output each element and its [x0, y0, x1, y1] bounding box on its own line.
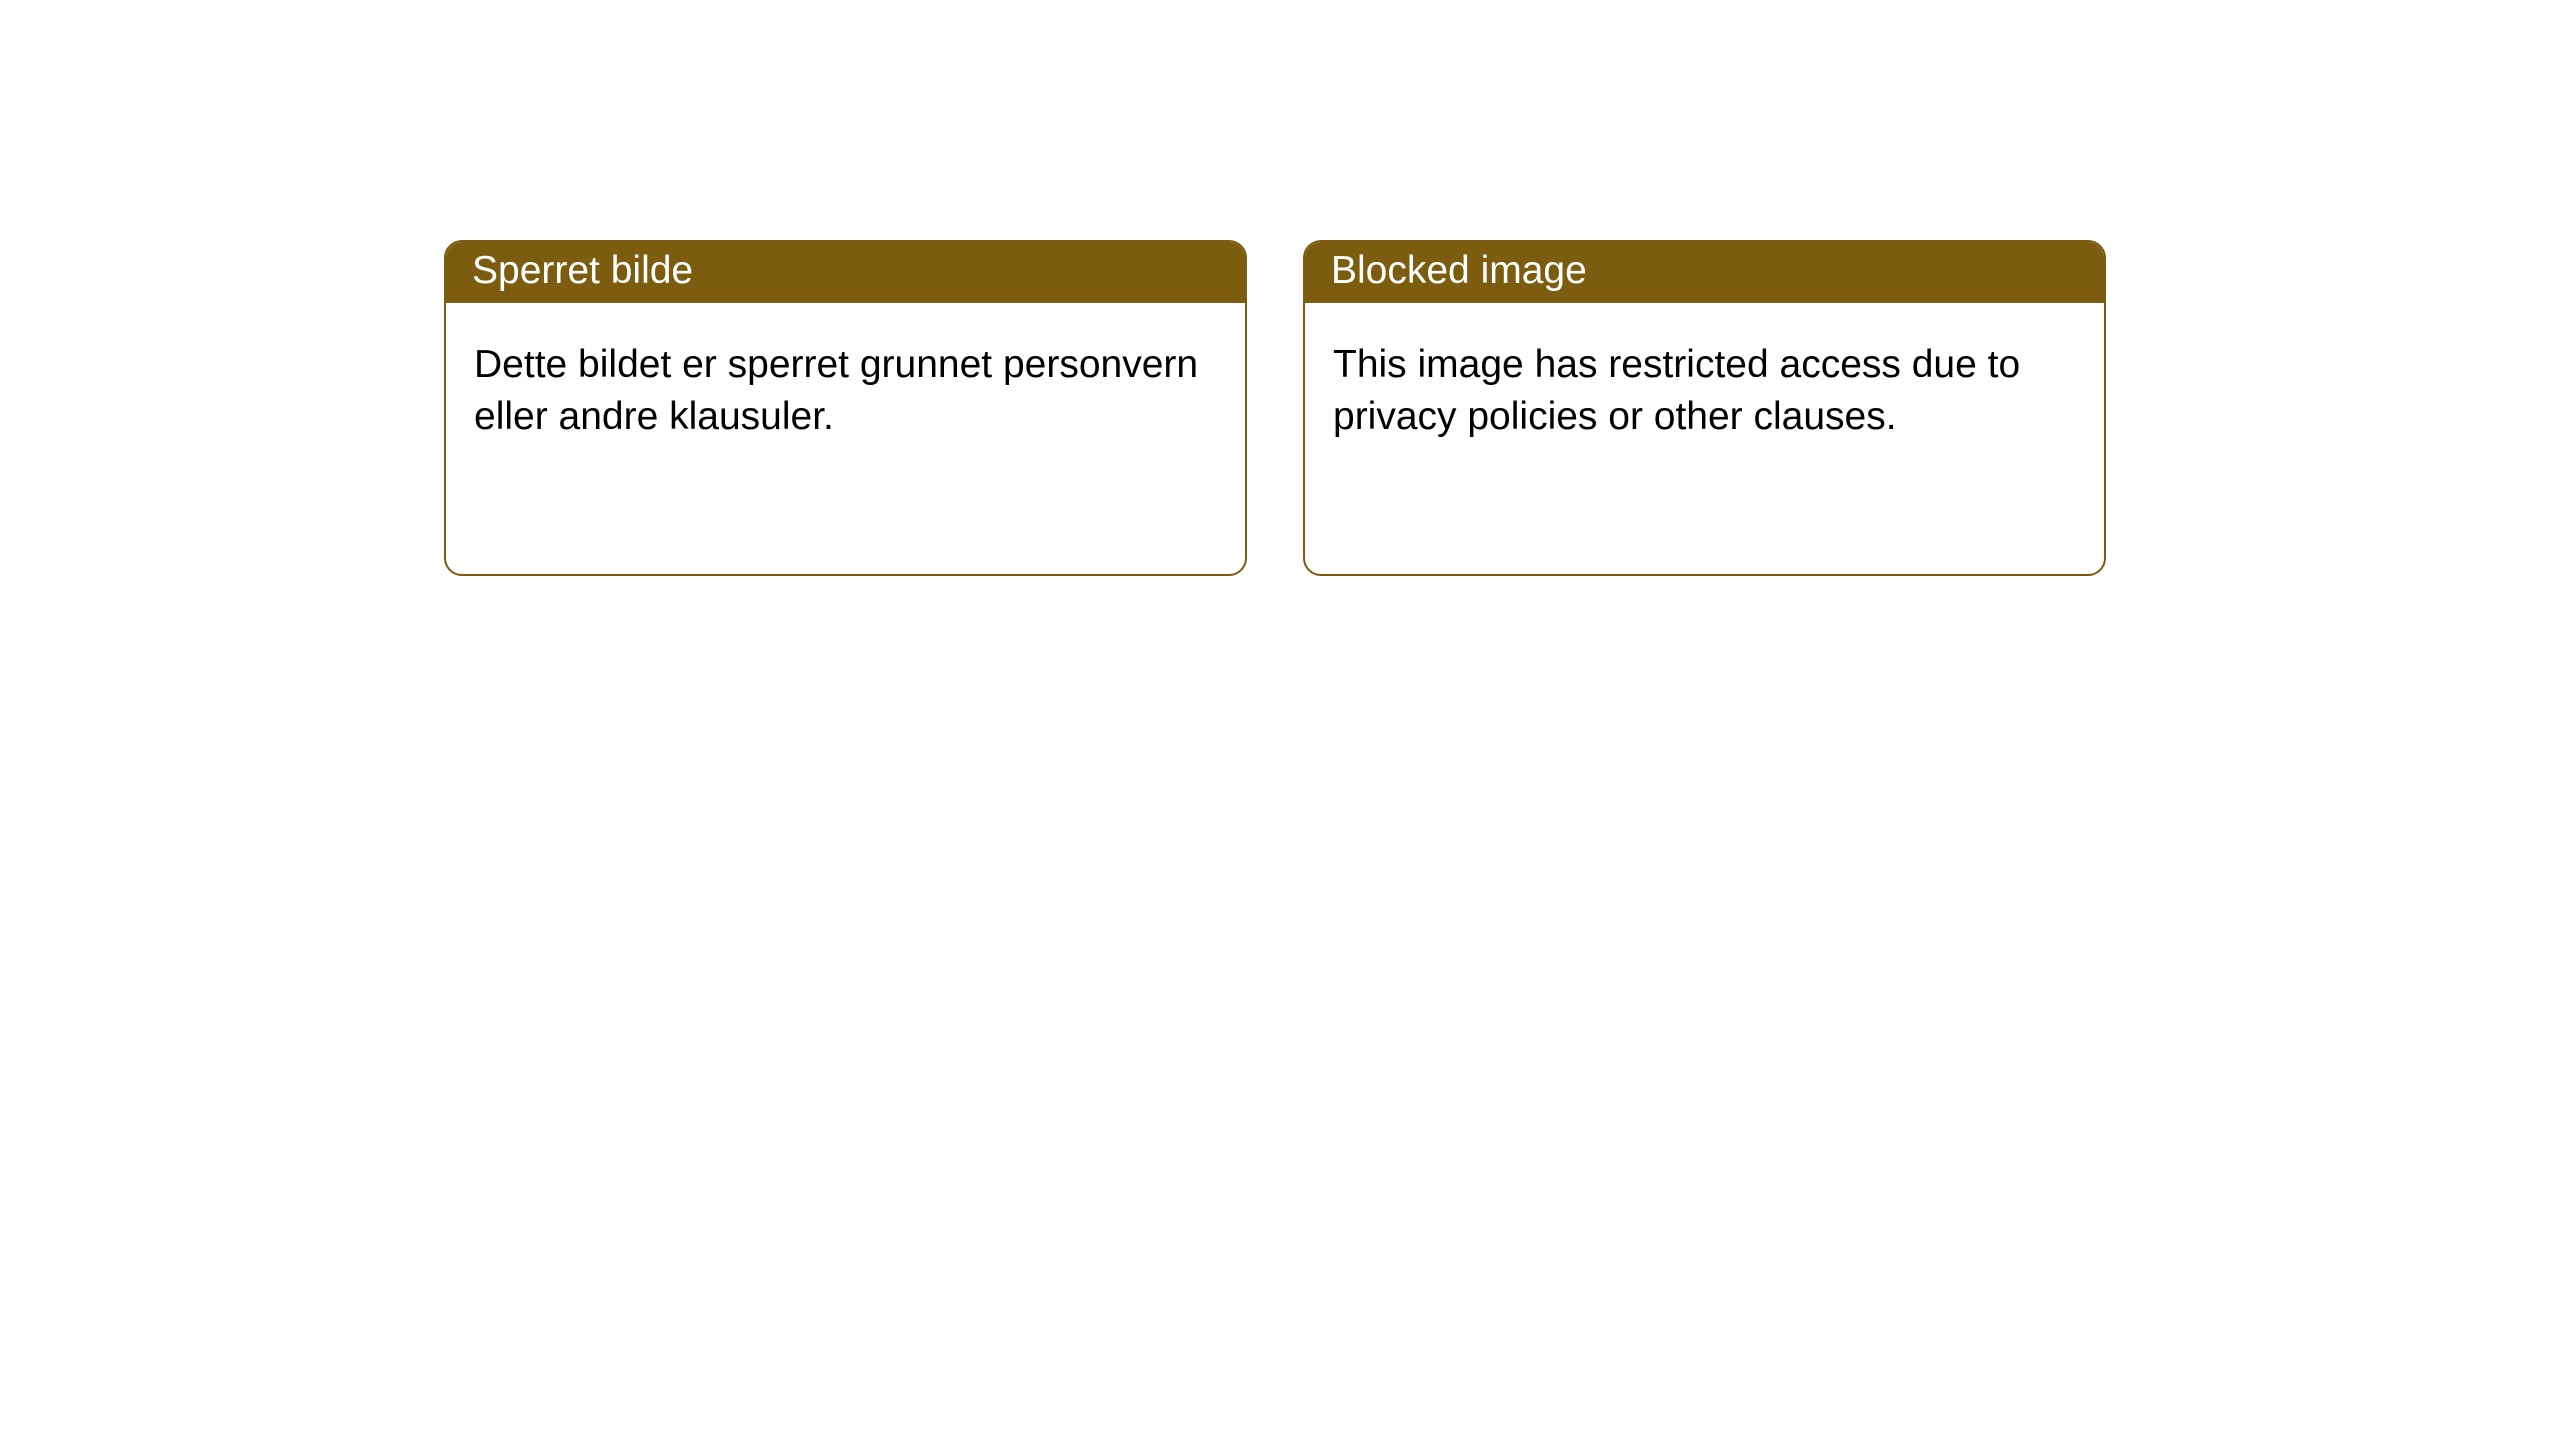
notice-card-english: Blocked image This image has restricted …: [1303, 240, 2106, 576]
notice-container: Sperret bilde Dette bildet er sperret gr…: [0, 0, 2560, 576]
card-body: Dette bildet er sperret grunnet personve…: [446, 303, 1245, 471]
card-body: This image has restricted access due to …: [1305, 303, 2104, 471]
card-header: Sperret bilde: [446, 242, 1245, 303]
card-header: Blocked image: [1305, 242, 2104, 303]
notice-card-norwegian: Sperret bilde Dette bildet er sperret gr…: [444, 240, 1247, 576]
